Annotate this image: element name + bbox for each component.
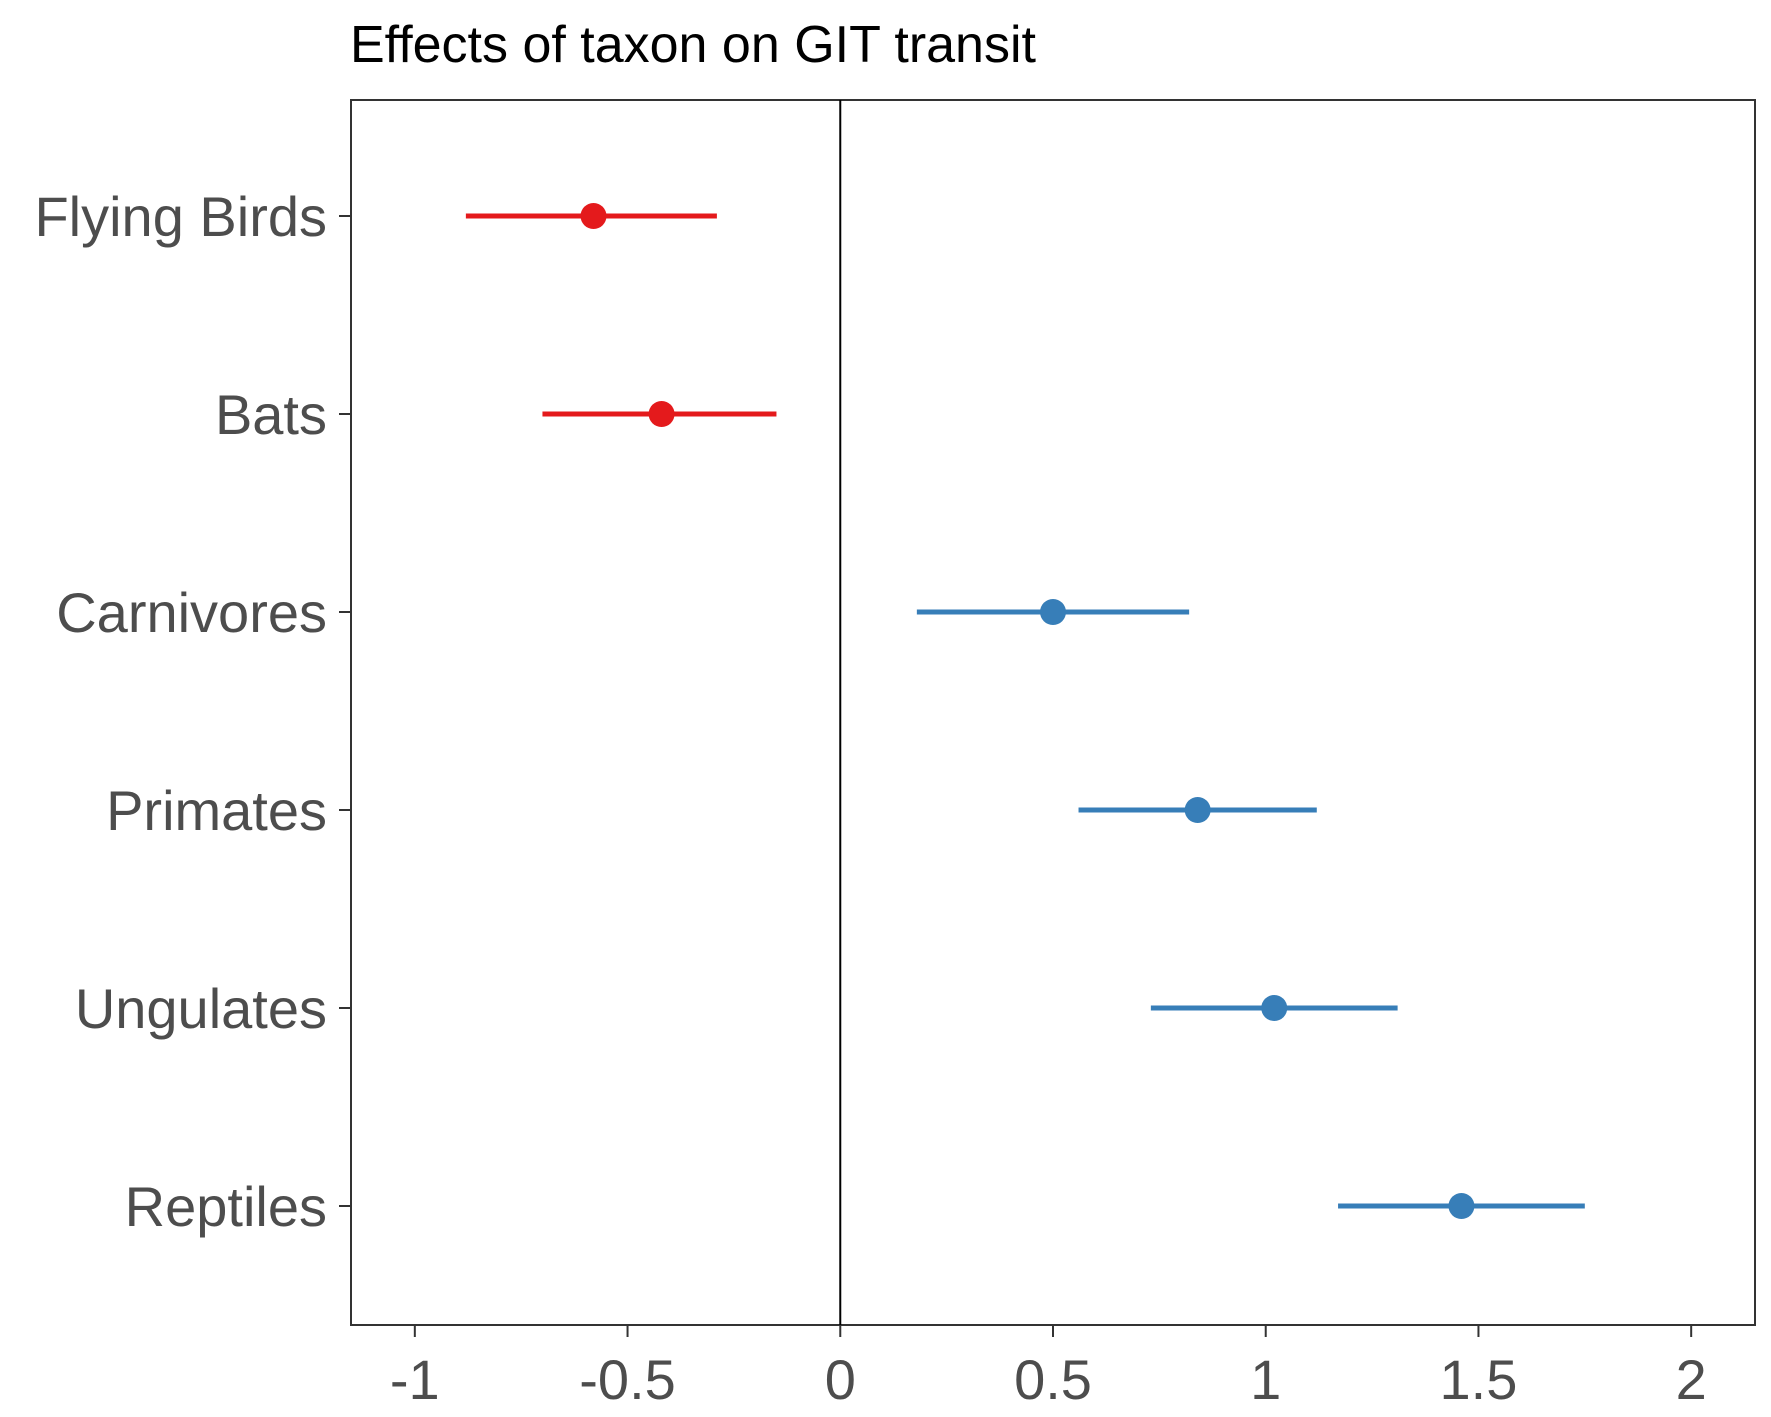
x-axis-tick-label: 2 bbox=[1676, 1348, 1707, 1411]
x-axis-tick-label: 1.5 bbox=[1440, 1348, 1518, 1411]
chart-marks: -1 -0.5 0 0.5 1 1.5 2 Flying Birds Bats Carnivore… bbox=[34, 100, 1707, 1411]
y-axis-tick-label: Ungulates bbox=[75, 977, 327, 1040]
y-axis-tick-label: Primates bbox=[106, 779, 327, 842]
x-axis-tick-label: -1 bbox=[390, 1348, 440, 1411]
point-estimate bbox=[1448, 1193, 1475, 1219]
x-axis-tick-label: -0.5 bbox=[579, 1348, 676, 1411]
chart-title: Effects of taxon on GIT transit bbox=[350, 16, 1037, 74]
point-estimate bbox=[1261, 995, 1288, 1021]
plot-panel-border bbox=[350, 99, 1756, 1326]
x-axis-tick-label: 1 bbox=[1250, 1348, 1281, 1411]
point-estimate bbox=[648, 401, 675, 427]
y-axis-tick-label: Flying Birds bbox=[34, 185, 327, 248]
y-axis-tick-label: Reptiles bbox=[125, 1175, 327, 1238]
x-axis-tick-label: 0.5 bbox=[1014, 1348, 1092, 1411]
y-axis-tick-label: Carnivores bbox=[56, 581, 327, 644]
y-axis-tick-label: Bats bbox=[215, 383, 327, 446]
point-estimate bbox=[1184, 797, 1211, 823]
point-estimate bbox=[1040, 599, 1066, 625]
x-axis-tick-label: 0 bbox=[825, 1348, 856, 1411]
point-estimate bbox=[580, 203, 607, 229]
